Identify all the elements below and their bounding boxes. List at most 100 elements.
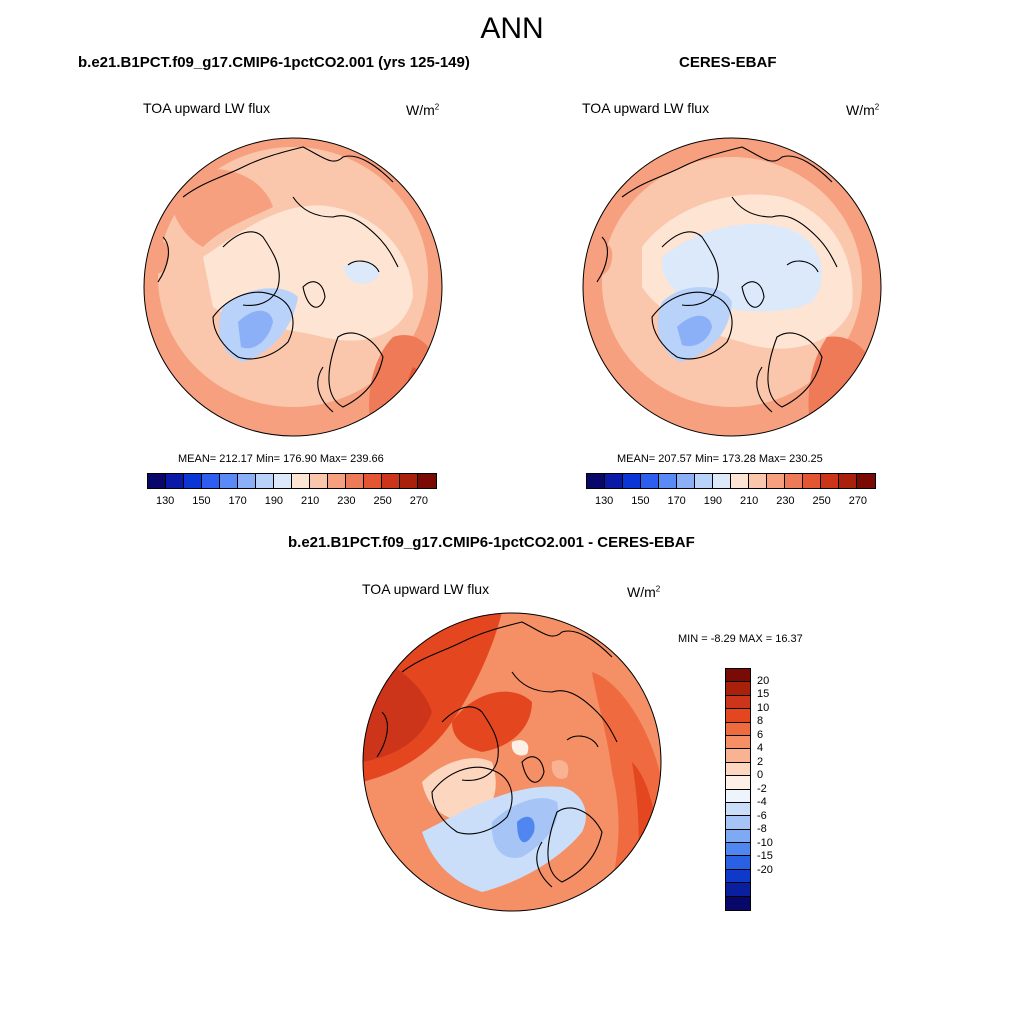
colorbar-ticks-diff: 20 15 10 8 6 4 2 0 -2 -4 -6 -8 -10 -15 -20 (757, 668, 797, 911)
colorbar-tick-label: -6 (757, 809, 767, 822)
units-label-model: W/m2 (406, 102, 440, 118)
colorbar-swatch (695, 474, 713, 488)
colorbar-swatch (726, 749, 750, 763)
colorbar-swatch (641, 474, 659, 488)
colorbar-swatch (364, 474, 382, 488)
colorbar-swatch (726, 762, 750, 777)
colorbar-tick-label: 130 (155, 495, 175, 507)
colorbar-swatch (605, 474, 623, 488)
colorbar-tick-label: 230 (776, 495, 795, 507)
colorbar-swatch (238, 474, 256, 488)
colorbar-swatch (726, 722, 750, 736)
colorbar-swatch (382, 474, 400, 488)
colorbar-tick-label: 10 (757, 701, 770, 714)
colorbar-tick-label: 130 (594, 495, 614, 507)
colorbar-tick-label: 150 (192, 495, 211, 507)
polar-map-obs (582, 137, 882, 437)
stats-diff: MIN = -8.29 MAX = 16.37 (678, 633, 803, 645)
colorbar-swatch (623, 474, 641, 488)
colorbar-swatch (659, 474, 677, 488)
variable-label-model: TOA upward LW flux (143, 100, 271, 116)
colorbar-tick-label: 15 (757, 688, 770, 700)
colorbar-swatch (726, 789, 750, 803)
colorbar-swatch (726, 669, 750, 683)
colorbar-swatch (726, 829, 750, 844)
colorbar-swatch (184, 474, 202, 488)
colorbar-swatch (726, 735, 750, 750)
colorbar-tick-label: 0 (757, 769, 764, 781)
colorbar-swatch (148, 474, 166, 488)
colorbar-swatch (346, 474, 364, 488)
colorbar-swatch (202, 474, 220, 488)
colorbar-tick-label: 20 (757, 674, 770, 687)
variable-label-diff: TOA upward LW flux (362, 581, 490, 597)
colorbar-swatch (726, 709, 750, 723)
colorbar-swatch (310, 474, 328, 488)
colorbar-ticks-obs: 130 150 170 190 210 230 250 270 (586, 495, 876, 509)
colorbar-tick-label: 270 (848, 495, 868, 507)
colorbar-tick-label: 250 (812, 495, 831, 507)
colorbar-swatch (166, 474, 184, 488)
colorbar-swatch (726, 816, 750, 830)
colorbar-tick-label: -10 (757, 836, 773, 849)
colorbar-tick-label: -4 (757, 796, 767, 808)
colorbar-swatch (677, 474, 695, 488)
colorbar-swatch (767, 474, 785, 488)
colorbar-swatch (731, 474, 749, 488)
colorbar-swatch (726, 883, 750, 897)
panel-title-diff: b.e21.B1PCT.f09_g17.CMIP6-1pctCO2.001 - … (288, 534, 695, 551)
stats-obs: MEAN= 207.57 Min= 173.28 Max= 230.25 (617, 453, 823, 465)
units-label-obs: W/m2 (846, 102, 880, 118)
colorbar-tick-label: 230 (337, 495, 356, 507)
colorbar-swatch (803, 474, 821, 488)
panel-title-model: b.e21.B1PCT.f09_g17.CMIP6-1pctCO2.001 (y… (78, 54, 470, 71)
colorbar-swatch (726, 856, 750, 870)
units-label-diff: W/m2 (627, 584, 661, 600)
colorbar-swatch (256, 474, 274, 488)
colorbar-tick-label: 150 (631, 495, 650, 507)
colorbar-obs (586, 473, 876, 489)
colorbar-tick-label: 190 (264, 495, 284, 507)
colorbar-tick-label: 170 (667, 495, 686, 507)
colorbar-swatch (726, 869, 750, 884)
colorbar-tick-label: 190 (703, 495, 723, 507)
colorbar-swatch (292, 474, 310, 488)
colorbar-tick-label: 270 (409, 495, 429, 507)
colorbar-tick-label: 170 (228, 495, 247, 507)
colorbar-tick-label: 2 (757, 755, 764, 768)
colorbar-swatch (274, 474, 292, 488)
colorbar-tick-label: 250 (373, 495, 392, 507)
colorbar-tick-label: 210 (739, 495, 759, 507)
colorbar-tick-label: -8 (757, 823, 767, 835)
colorbar-tick-label: 4 (757, 742, 764, 754)
colorbar-tick-label: -2 (757, 782, 767, 795)
colorbar-ticks-model: 130 150 170 190 210 230 250 270 (147, 495, 437, 509)
colorbar-swatch (785, 474, 803, 488)
colorbar-swatch (726, 843, 750, 857)
page-title: ANN (480, 12, 544, 45)
colorbar-swatch (220, 474, 238, 488)
panel-title-obs: CERES-EBAF (679, 54, 777, 71)
colorbar-swatch (726, 695, 750, 710)
colorbar-swatch (400, 474, 418, 488)
colorbar-swatch (749, 474, 767, 488)
polar-map-model (143, 137, 443, 437)
colorbar-swatch (726, 802, 750, 817)
colorbar-swatch (587, 474, 605, 488)
colorbar-swatch (821, 474, 839, 488)
colorbar-swatch (726, 896, 750, 911)
colorbar-tick-label: 6 (757, 728, 764, 741)
colorbar-tick-label: -15 (757, 850, 773, 862)
colorbar-tick-label: 8 (757, 715, 764, 727)
colorbar-swatch (726, 682, 750, 696)
colorbar-model (147, 473, 437, 489)
colorbar-swatch (857, 474, 875, 488)
colorbar-swatch (726, 776, 750, 790)
colorbar-swatch (328, 474, 346, 488)
colorbar-tick-label: 210 (300, 495, 320, 507)
colorbar-diff (725, 668, 751, 911)
colorbar-tick-label: -20 (757, 863, 773, 876)
colorbar-swatch (713, 474, 731, 488)
stats-model: MEAN= 212.17 Min= 176.90 Max= 239.66 (178, 453, 384, 465)
colorbar-swatch (839, 474, 857, 488)
